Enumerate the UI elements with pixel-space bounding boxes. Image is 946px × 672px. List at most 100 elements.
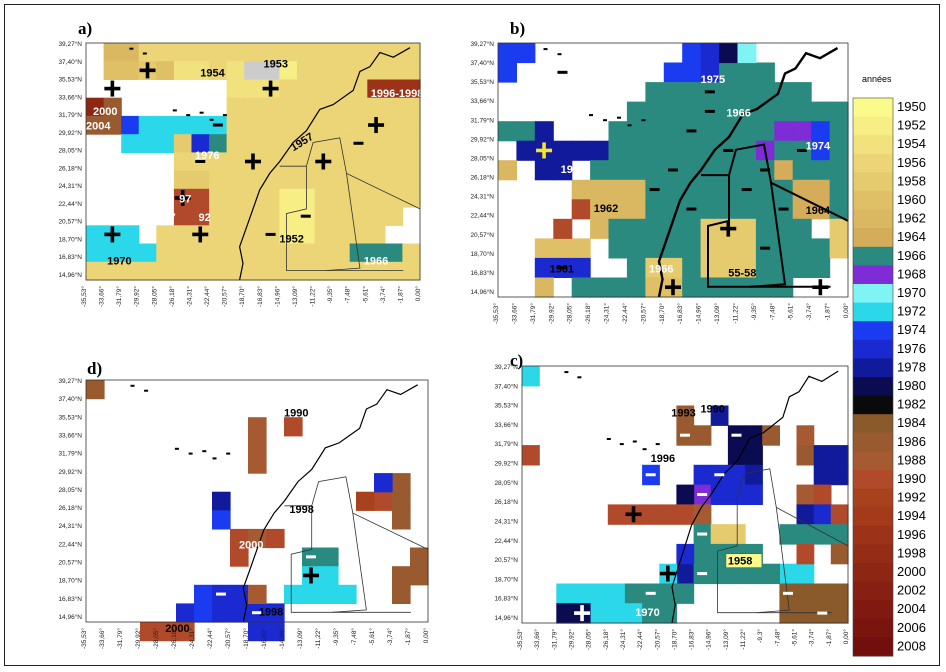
island: [199, 111, 204, 114]
grid-cell: [332, 243, 351, 263]
x-tick-label: -9,35°: [750, 303, 758, 321]
grid-cell: [320, 566, 339, 586]
x-tick-label: -3,74°: [379, 286, 387, 304]
grid-cell: [796, 583, 815, 604]
y-tick-label: 26,18°N: [58, 164, 82, 172]
colorbar-label: 1986: [897, 434, 926, 449]
grid-cell: [284, 417, 303, 437]
grid-cell: [811, 121, 831, 142]
grid-cell: [138, 43, 157, 62]
grid-cell: [191, 43, 210, 62]
grid-cell: [392, 510, 411, 530]
colorbar: années 1950 1952 1954 1956 1958 1960 1962 1964 19…: [852, 74, 926, 657]
grid-cell: [608, 121, 628, 142]
grid-cell: [266, 622, 285, 642]
colorbar-title: années: [862, 74, 892, 84]
grid-cell: [719, 121, 739, 142]
y-tick-label: 14,96°N: [58, 613, 82, 621]
grid-cell: [796, 504, 815, 525]
grid-cell: [103, 61, 122, 80]
grid-cell: [830, 464, 849, 486]
grid-cell: [607, 603, 626, 624]
grid-cell: [209, 170, 228, 190]
x-tick-label: -1,87°: [824, 303, 832, 321]
grid-cell: [156, 61, 175, 80]
grid-cell: [626, 179, 646, 200]
grid-cell: [608, 199, 628, 220]
cell-annotation: 2000: [165, 623, 189, 635]
panel-c: 1993 1990 1996 1997 1958 1966 1970 c)39,27°N 37,…: [494, 351, 850, 650]
colorbar-swatch: [853, 209, 893, 229]
y-tick-label: 33,66°N: [494, 421, 518, 429]
grid-cell: [645, 140, 665, 161]
x-tick-label: -16,83°: [688, 629, 696, 650]
x-tick-label: -7,48°: [773, 629, 781, 647]
y-tick-label: 22,44°N: [470, 212, 494, 220]
minus-marker: [212, 123, 223, 127]
cell-annotation: 1974: [806, 140, 831, 152]
grid-cell: [737, 238, 757, 259]
x-tick-label: -33,66°: [510, 303, 518, 324]
island: [130, 384, 135, 387]
cell-annotation: 1952: [279, 234, 303, 246]
colorbar-swatch: [853, 581, 893, 601]
grid-cell: [498, 160, 517, 181]
y-tick-label: 37,40°N: [58, 395, 82, 403]
grid-cell: [710, 563, 729, 585]
plus-marker: [309, 567, 313, 584]
grid-cell: [332, 43, 351, 62]
x-tick-label: -9,35°: [326, 286, 334, 304]
grid-cell: [590, 160, 610, 181]
colorbar-swatch: [853, 284, 893, 304]
y-tick-label: 33,66°N: [58, 431, 82, 439]
grid-cell: [755, 179, 775, 200]
grid-cell: [624, 603, 643, 624]
x-tick-label: -18,70°: [238, 286, 246, 307]
grid-cell: [829, 179, 849, 200]
cell-annotation: 1996: [651, 453, 675, 465]
x-tick-label: -16,83°: [676, 303, 684, 324]
x-tick-label: -5,61°: [791, 629, 799, 647]
grid-cell: [384, 170, 403, 190]
grid-cell: [737, 257, 757, 278]
x-tick-label: -1,87°: [825, 629, 833, 647]
grid-cell: [212, 510, 231, 530]
grid-cell: [314, 261, 333, 281]
island: [144, 389, 149, 392]
grid-cell: [384, 97, 403, 117]
grid-cell: [402, 43, 421, 62]
x-tick-label: -20,57°: [653, 629, 661, 650]
grid-cell: [103, 97, 122, 117]
grid-cell: [719, 257, 739, 278]
grid-cell: [402, 261, 421, 281]
grid-cell: [86, 115, 105, 135]
x-tick-label: -1,87°: [396, 286, 404, 304]
y-tick-label: 16,83°N: [58, 253, 82, 261]
grid-cell: [284, 584, 303, 604]
x-tick-label: -31,79°: [115, 286, 123, 307]
colorbar-label: 1974: [897, 322, 926, 337]
grid-cell: [796, 524, 815, 545]
grid-cell: [498, 62, 517, 83]
y-tick-label: 24,31°N: [494, 517, 518, 525]
grid-cell: [332, 115, 351, 135]
grid-cell: [590, 140, 610, 161]
grid-cell: [663, 140, 683, 161]
y-tick-label: 29,92°N: [58, 129, 82, 137]
y-tick-label: 39,27°N: [494, 363, 518, 371]
grid-cell: [332, 79, 351, 99]
grid-cell: [384, 243, 403, 263]
grid-cell: [226, 188, 245, 208]
grid-cell: [194, 584, 213, 604]
grid-cell: [261, 188, 280, 208]
grid-cell: [261, 170, 280, 190]
grid-cell: [719, 238, 739, 259]
x-tick-label: -20,57°: [224, 628, 232, 649]
y-tick-label: 31,79°N: [58, 450, 82, 458]
colorbar-label: 1950: [897, 99, 926, 114]
grid-cell: [829, 238, 849, 259]
minus-marker: [714, 473, 725, 477]
grid-cell: [590, 199, 610, 220]
island: [642, 448, 647, 451]
x-tick-label: -11,22°: [731, 303, 739, 324]
